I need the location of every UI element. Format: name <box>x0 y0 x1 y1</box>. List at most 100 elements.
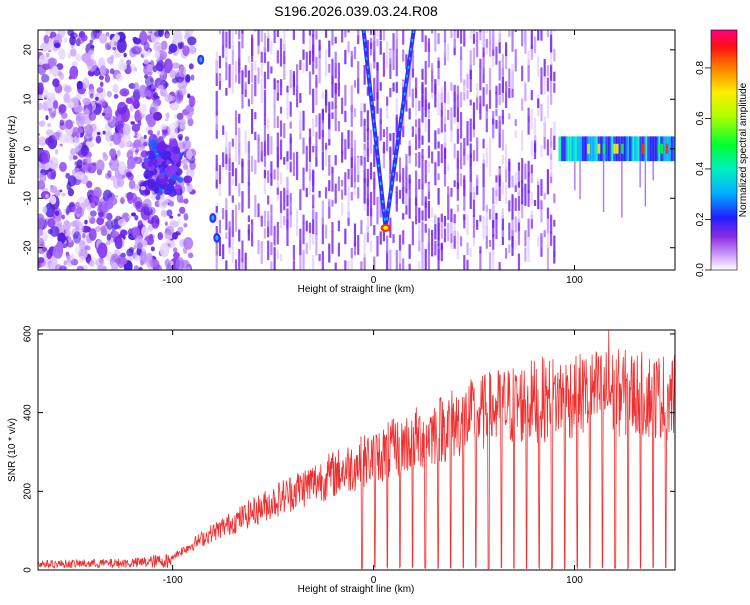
heatmap-cell <box>488 208 492 220</box>
heatmap-cell <box>392 82 395 92</box>
heatmap-cell <box>95 96 99 101</box>
heatmap-cell <box>244 252 247 270</box>
heatmap-cell <box>492 233 495 250</box>
heatmap-cell <box>357 77 360 94</box>
heatmap-cell <box>495 212 498 220</box>
heatmap-cell <box>508 87 511 99</box>
heatmap-cell <box>79 255 85 263</box>
heatmap-cell <box>466 73 469 89</box>
heatmap-cell <box>215 225 218 234</box>
heatmap-cell <box>315 56 318 69</box>
heatmap-cell <box>341 132 344 141</box>
heatmap-cell <box>59 143 63 147</box>
heatmap-cell <box>472 150 476 162</box>
heatmap-cell <box>418 260 421 270</box>
heatmap-cell <box>186 114 193 120</box>
snr-frame <box>37 329 676 571</box>
heatmap-cell <box>366 138 369 156</box>
heatmap-cell <box>440 213 443 239</box>
heatmap-cell <box>324 144 328 167</box>
heatmap-cell <box>299 59 302 70</box>
heatmap-cell <box>218 236 222 257</box>
heatmap-cell <box>466 259 469 270</box>
heatmap-cell <box>469 99 472 106</box>
heatmap-cell <box>247 98 250 107</box>
heatmap-cell <box>215 233 218 256</box>
snr-background <box>38 330 675 570</box>
heatmap-cell <box>334 36 337 44</box>
heatmap-cell <box>83 161 87 166</box>
heatmap-band-cell <box>587 143 591 154</box>
heatmap-cell <box>517 218 521 246</box>
heatmap-cell <box>443 148 447 174</box>
heatmap-cell <box>546 139 549 156</box>
heatmap-cell <box>312 44 315 55</box>
heatmap-cell <box>350 50 353 58</box>
heatmap-cell <box>106 56 114 65</box>
heatmap-cell <box>408 244 411 259</box>
heatmap-cell <box>286 190 289 207</box>
heatmap-cell <box>251 219 254 247</box>
heatmap-cell <box>443 51 447 66</box>
heatmap-cell <box>395 81 398 93</box>
heatmap-cell <box>286 161 289 170</box>
heatmap-cell <box>176 112 184 120</box>
heatmap-cell <box>82 97 91 106</box>
heatmap-cell <box>530 140 533 157</box>
heatmap-cell <box>312 205 315 220</box>
heatmap-cell <box>132 196 143 210</box>
heatmap-cell <box>175 257 185 270</box>
heatmap-cell <box>312 145 315 153</box>
heatmap-cell <box>315 131 318 158</box>
heatmap-cell <box>64 229 71 237</box>
heatmap-cell <box>344 172 347 196</box>
heatmap-cell <box>508 30 511 37</box>
heatmap-cell <box>533 118 537 141</box>
heatmap-band-tail <box>652 161 654 181</box>
heatmap-cell <box>260 63 263 77</box>
heatmap-cell <box>479 66 482 91</box>
heatmap-cell <box>369 42 373 49</box>
heatmap-cell <box>488 68 492 89</box>
heatmap-cell <box>138 103 147 115</box>
heatmap-cell <box>389 50 392 59</box>
heatmap-cell <box>112 256 116 261</box>
heatmap-cell <box>472 191 476 217</box>
heatmap-cell <box>373 178 376 206</box>
heatmap-cell <box>263 169 267 179</box>
heatmap-dot-core <box>215 235 219 241</box>
heatmap-cell <box>521 98 524 111</box>
heatmap-cell <box>76 265 84 270</box>
heatmap-cell <box>247 70 250 85</box>
heatmap-cell <box>427 145 431 159</box>
heatmap-cell <box>334 262 337 270</box>
heatmap-cell <box>140 186 146 191</box>
heatmap-cell <box>143 134 147 140</box>
heatmap-cell <box>289 194 292 216</box>
heatmap-cell <box>334 155 337 166</box>
heatmap-cell <box>434 240 437 256</box>
heatmap-cell <box>386 96 389 106</box>
heatmap-cell <box>530 45 533 60</box>
heatmap-cell <box>382 141 386 154</box>
heatmap-cell <box>508 68 511 88</box>
heatmap-cell <box>379 108 382 125</box>
heatmap-band-cell <box>618 136 623 162</box>
heatmap-cell <box>238 202 241 210</box>
heatmap-cell <box>270 161 273 178</box>
heatmap-cell <box>286 176 289 196</box>
heatmap-cell <box>546 77 549 92</box>
heatmap-cell <box>234 259 238 270</box>
heatmap-cell <box>498 33 501 54</box>
heatmap-cell <box>353 46 357 60</box>
heatmap-cell <box>331 230 334 254</box>
heatmap-cell <box>184 136 190 141</box>
heatmap-cell <box>373 224 376 236</box>
heatmap-cell <box>177 159 182 164</box>
heatmap-cell <box>315 212 318 235</box>
heatmap-cell <box>130 212 137 217</box>
heatmap-cell <box>514 240 517 250</box>
heatmap-cell <box>324 224 328 239</box>
heatmap-cell <box>283 123 286 139</box>
heatmap-cell <box>171 145 180 155</box>
